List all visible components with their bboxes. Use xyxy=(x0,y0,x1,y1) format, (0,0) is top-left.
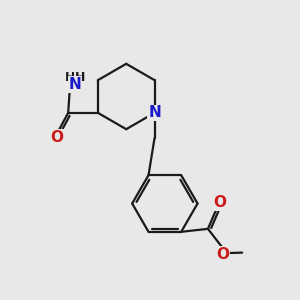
Text: H: H xyxy=(64,71,75,84)
Text: H: H xyxy=(75,71,85,84)
Text: N: N xyxy=(69,77,81,92)
Text: O: O xyxy=(216,247,229,262)
Text: O: O xyxy=(213,195,226,210)
Text: N: N xyxy=(148,105,161,120)
Text: O: O xyxy=(50,130,63,145)
